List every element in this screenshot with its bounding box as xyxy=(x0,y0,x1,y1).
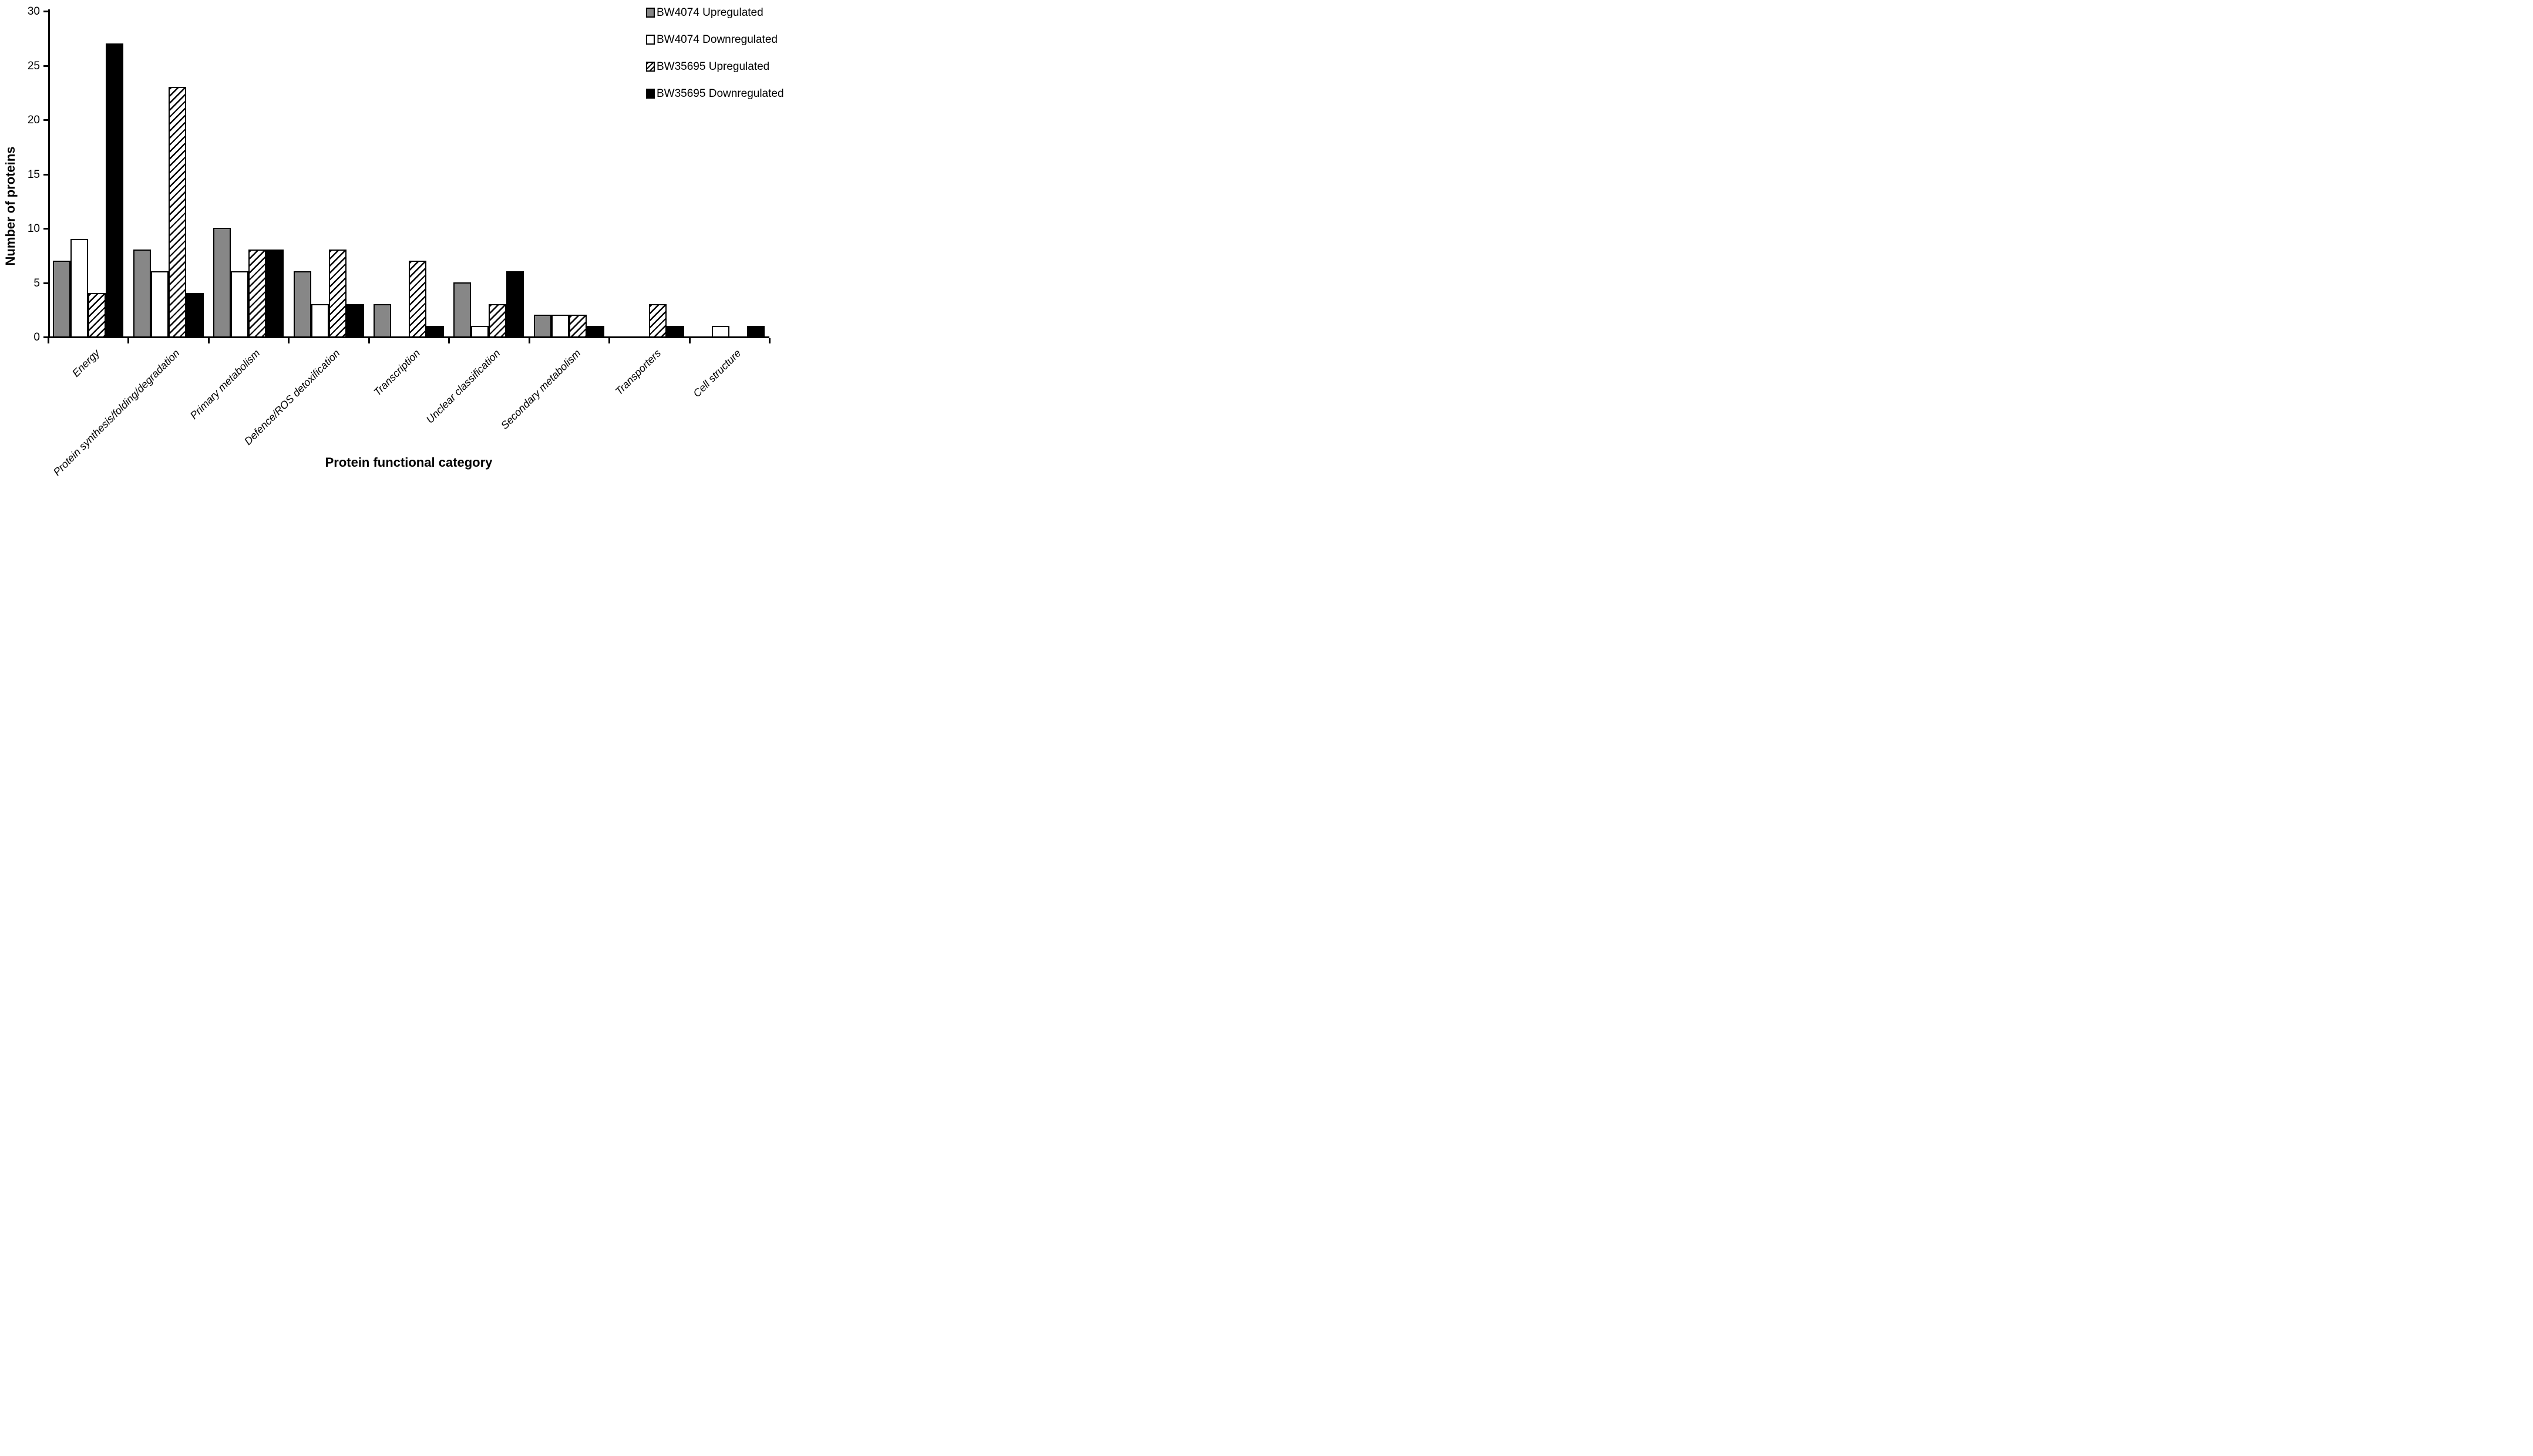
bar-primary-metabolism-bw4074-upregulated xyxy=(213,228,231,336)
bar-unclear-classification-bw4074-upregulated xyxy=(453,282,472,336)
y-axis-line xyxy=(48,9,50,338)
figure: Number of proteins Protein functional ca… xyxy=(0,0,845,486)
bar-secondary-metabolism-bw35695-downregulated xyxy=(586,325,604,336)
x-tick-mark xyxy=(48,338,49,343)
y-tick-label: 5 xyxy=(33,277,40,289)
bar-energy-bw4074-upregulated xyxy=(53,260,71,336)
x-tick-mark xyxy=(288,338,290,343)
legend-item-bw35695-upregulated: BW35695 Upregulated xyxy=(646,61,784,72)
bar-primary-metabolism-bw4074-downregulated xyxy=(231,271,249,336)
y-tick-label: 20 xyxy=(27,114,40,126)
category-label-energy: Energy xyxy=(70,347,102,379)
legend-item-bw35695-downregulated: BW35695 Downregulated xyxy=(646,88,784,99)
legend-item-bw4074-upregulated: BW4074 Upregulated xyxy=(646,7,784,18)
bar-energy-bw4074-downregulated xyxy=(70,238,89,336)
bar-secondary-metabolism-bw4074-upregulated xyxy=(533,315,551,336)
x-axis-line xyxy=(48,336,769,338)
bar-energy-bw35695-downregulated xyxy=(106,43,124,336)
y-tick-label: 30 xyxy=(27,5,40,18)
category-label-defence-ros-detoxification: Defence/ROS detoxification xyxy=(242,347,342,447)
x-tick-mark xyxy=(528,338,530,343)
legend: BW4074 Upregulated BW4074 Downregulated BW… xyxy=(646,7,784,115)
bar-transporters-bw35695-downregulated xyxy=(667,325,685,336)
bar-secondary-metabolism-bw4074-downregulated xyxy=(551,315,569,336)
bar-transcription-bw35695-upregulated xyxy=(409,260,426,336)
y-axis-title: Number of proteins xyxy=(3,146,18,266)
bar-secondary-metabolism-bw35695-upregulated xyxy=(569,315,587,336)
x-tick-mark xyxy=(608,338,611,343)
category-label-unclear-classification: Unclear classification xyxy=(424,347,503,426)
bar-unclear-classification-bw35695-upregulated xyxy=(489,304,507,336)
bar-transcription-bw35695-downregulated xyxy=(426,325,444,336)
y-tick-mark xyxy=(43,65,48,67)
y-tick-mark xyxy=(43,11,48,12)
category-label-cell-structure: Cell structure xyxy=(691,347,744,400)
legend-swatch-hatch-icon xyxy=(646,62,655,72)
bar-transcription-bw4074-upregulated xyxy=(374,304,391,336)
bar-transporters-bw35695-upregulated xyxy=(649,304,667,336)
bar-cell-structure-bw35695-downregulated xyxy=(746,325,765,336)
category-label-secondary-metabolism: Secondary metabolism xyxy=(498,347,583,432)
bar-protein-synthesis-folding-degradation-bw35695-upregulated xyxy=(168,86,186,336)
legend-label: BW4074 Downregulated xyxy=(657,33,778,46)
bar-energy-bw35695-upregulated xyxy=(88,293,106,336)
x-tick-mark xyxy=(127,338,130,343)
x-tick-mark xyxy=(688,338,691,343)
y-tick-mark xyxy=(43,282,48,284)
bar-protein-synthesis-folding-degradation-bw4074-upregulated xyxy=(133,250,151,336)
bar-primary-metabolism-bw35695-downregulated xyxy=(266,250,284,336)
category-label-primary-metabolism: Primary metabolism xyxy=(187,347,263,422)
legend-label: BW35695 Upregulated xyxy=(657,60,770,73)
category-label-transcription: Transcription xyxy=(371,347,423,399)
bar-defence-ros-detoxification-bw4074-downregulated xyxy=(311,304,329,336)
legend-item-bw4074-downregulated: BW4074 Downregulated xyxy=(646,34,784,45)
bar-protein-synthesis-folding-degradation-bw35695-downregulated xyxy=(186,293,204,336)
bar-defence-ros-detoxification-bw35695-downregulated xyxy=(346,304,364,336)
y-tick-mark xyxy=(43,228,48,230)
y-tick-mark xyxy=(43,119,48,121)
x-tick-mark xyxy=(368,338,370,343)
bar-unclear-classification-bw4074-downregulated xyxy=(471,325,489,336)
legend-label: BW4074 Upregulated xyxy=(657,6,763,19)
bar-defence-ros-detoxification-bw4074-upregulated xyxy=(293,271,311,336)
legend-swatch-white-icon xyxy=(646,35,655,45)
y-tick-label: 10 xyxy=(27,223,40,235)
x-tick-mark xyxy=(448,338,450,343)
y-tick-label: 25 xyxy=(27,59,40,72)
bar-cell-structure-bw4074-downregulated xyxy=(711,325,729,336)
x-axis-title: Protein functional category xyxy=(325,455,493,470)
legend-swatch-gray-icon xyxy=(646,8,655,18)
category-label-transporters: Transporters xyxy=(613,347,663,397)
legend-swatch-black-icon xyxy=(646,89,655,99)
legend-label: BW35695 Downregulated xyxy=(657,87,784,100)
y-tick-mark xyxy=(43,173,48,176)
y-tick-label: 0 xyxy=(33,331,40,343)
bar-defence-ros-detoxification-bw35695-upregulated xyxy=(328,250,347,336)
bar-primary-metabolism-bw35695-upregulated xyxy=(248,250,267,336)
bar-unclear-classification-bw35695-downregulated xyxy=(506,271,524,336)
y-tick-mark xyxy=(43,336,48,338)
y-tick-label: 15 xyxy=(27,168,40,181)
x-tick-mark xyxy=(769,338,771,343)
x-tick-mark xyxy=(207,338,210,343)
bar-protein-synthesis-folding-degradation-bw4074-downregulated xyxy=(150,271,169,336)
